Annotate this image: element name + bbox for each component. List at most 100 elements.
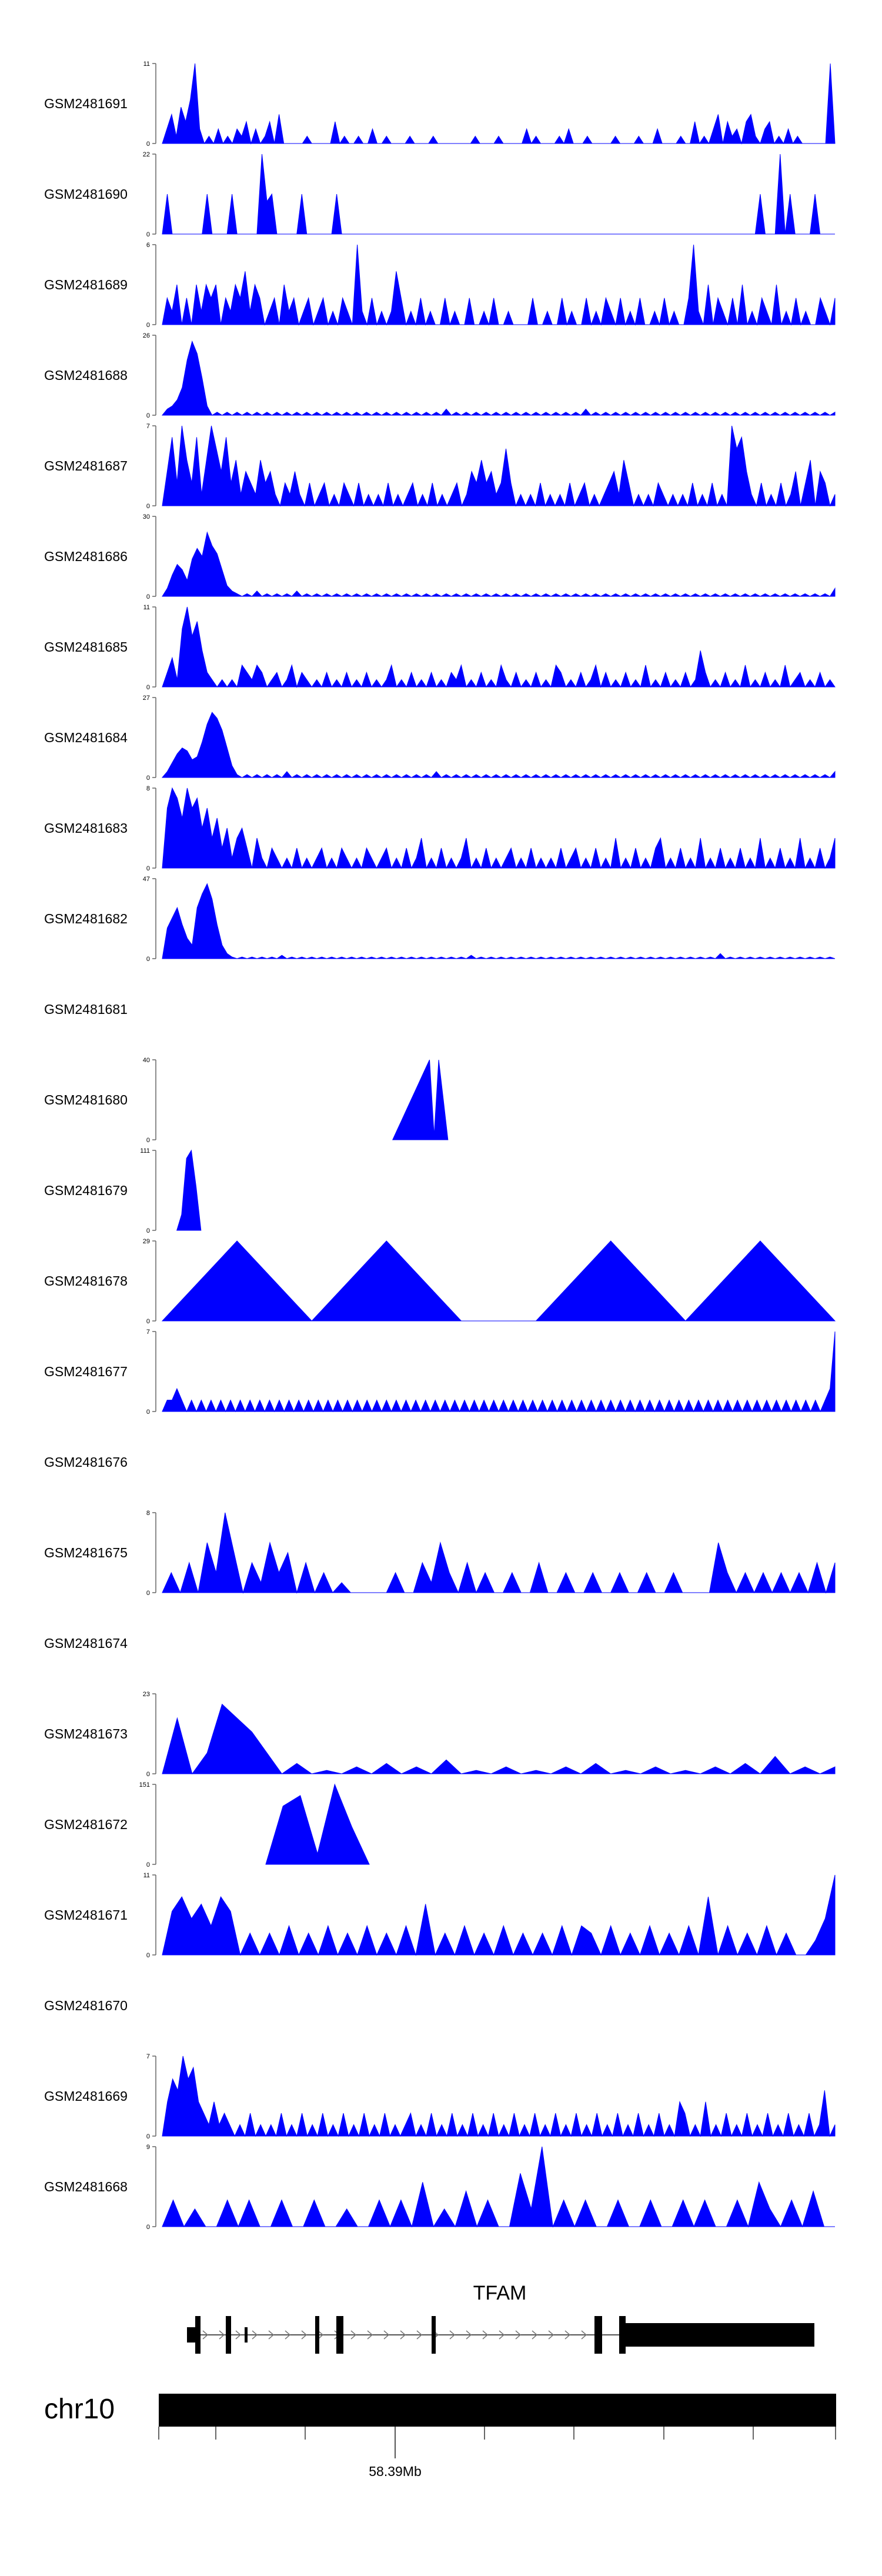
gene-model-tfam: TFAM [187, 2282, 814, 2354]
track-GSM2481685: GSM2481685 11 0 [44, 604, 836, 691]
x-tick-label: 58.39Mb [369, 2464, 422, 2479]
strand-arrow-icon [219, 2330, 225, 2340]
track-GSM2481671: GSM2481671 11 0 [44, 1872, 836, 1959]
y-tick-label-zero: 0 [146, 2133, 150, 2140]
strand-arrow-icon [202, 2330, 209, 2340]
strand-arrow-icon [482, 2330, 489, 2340]
coverage-area [162, 1331, 836, 1413]
coverage-area [162, 2056, 836, 2137]
strand-arrow-icon [301, 2330, 308, 2340]
coverage-area [162, 63, 836, 145]
track-name-label: GSM2481688 [44, 368, 128, 383]
y-tick-label-max: 23 [143, 1691, 150, 1698]
exon-utr-3 [626, 2323, 814, 2347]
y-tick-label-zero: 0 [146, 1409, 150, 1416]
y-tick-label-zero: 0 [146, 141, 150, 148]
track-GSM2481679: GSM2481679 111 0 [44, 1147, 202, 1234]
track-GSM2481688: GSM2481688 26 0 [44, 332, 836, 419]
y-tick-label-max: 27 [143, 695, 150, 702]
coverage-area [162, 244, 836, 326]
track-name-label: GSM2481683 [44, 820, 128, 836]
y-tick-label-zero: 0 [146, 503, 150, 510]
exon-1 [195, 2316, 201, 2354]
y-tick-label-max: 8 [146, 785, 150, 792]
y-tick-label-max: 26 [143, 332, 150, 339]
y-tick-label-max: 111 [140, 1147, 150, 1154]
y-tick-label-max: 151 [139, 1781, 150, 1788]
exon-4 [336, 2316, 343, 2354]
y-tick-label-max: 8 [146, 1510, 150, 1517]
y-tick-label-max: 7 [146, 2053, 150, 2060]
y-tick-label-zero: 0 [146, 1952, 150, 1959]
strand-arrow-icon [581, 2330, 587, 2340]
y-tick-label-max: 22 [143, 151, 150, 158]
exon-6 [594, 2316, 602, 2354]
y-tick-label-zero: 0 [146, 956, 150, 963]
axis-ticks [158, 2427, 836, 2440]
coverage-area [162, 883, 836, 959]
track-name-label: GSM2481690 [44, 186, 128, 202]
y-tick-label-zero: 0 [146, 1227, 150, 1234]
track-GSM2481690: GSM2481690 22 0 [44, 151, 835, 238]
track-GSM2481669: GSM2481669 7 0 [44, 2053, 836, 2140]
coverage-area [161, 712, 836, 778]
strand-arrow-icon [400, 2330, 406, 2340]
track-name-label: GSM2481674 [44, 1636, 128, 1651]
track-name-label: GSM2481673 [44, 1726, 128, 1741]
exon-7 [619, 2316, 626, 2354]
track-GSM2481684: GSM2481684 27 0 [44, 695, 836, 782]
track-name-label: GSM2481687 [44, 458, 128, 473]
y-tick-label-max: 40 [143, 1057, 150, 1064]
y-tick-label-zero: 0 [146, 1137, 150, 1144]
y-tick-label-zero: 0 [146, 412, 150, 419]
y-tick-label-max: 47 [143, 876, 150, 883]
track-GSM2481683: GSM2481683 8 0 [44, 785, 836, 872]
y-tick-label-max: 11 [143, 604, 150, 611]
gene-name-label: TFAM [473, 2282, 527, 2304]
y-tick-label-max: 30 [143, 513, 150, 520]
strand-arrow-icon [367, 2330, 373, 2340]
track-name-label: GSM2481679 [44, 1183, 128, 1198]
track-GSM2481670: GSM2481670 [44, 1998, 128, 2013]
chromosome-axis: chr10 58.39Mb [44, 2394, 836, 2479]
coverage-area [162, 787, 836, 869]
track-name-label: GSM2481678 [44, 1273, 128, 1289]
y-tick-label-max: 11 [143, 61, 150, 68]
strand-arrow-icon [350, 2330, 357, 2340]
strand-arrow-icon [449, 2330, 456, 2340]
track-name-label: GSM2481682 [44, 911, 128, 926]
y-tick-label-zero: 0 [146, 1318, 150, 1325]
y-tick-label-max: 29 [143, 1238, 150, 1245]
y-tick-label-max: 7 [146, 1329, 150, 1336]
strand-arrow-icon [416, 2330, 423, 2340]
y-tick-label-zero: 0 [146, 322, 150, 329]
coverage-area [162, 606, 836, 688]
coverage-area [162, 1703, 836, 1775]
chromosome-label: chr10 [44, 2394, 115, 2425]
track-GSM2481687: GSM2481687 7 0 [44, 423, 836, 510]
strand-arrow-icon [383, 2330, 390, 2340]
y-tick-label-zero: 0 [146, 865, 150, 872]
track-name-label: GSM2481681 [44, 1002, 128, 1017]
coverage-area [392, 1059, 449, 1140]
y-tick-label-zero: 0 [146, 1590, 150, 1597]
y-tick-label-zero: 0 [146, 1861, 150, 1868]
track-GSM2481680: GSM2481680 40 0 [44, 1057, 449, 1144]
y-tick-label-zero: 0 [146, 775, 150, 782]
coverage-area [265, 1783, 370, 1865]
strand-arrow-icon [268, 2330, 275, 2340]
strand-arrow-icon [285, 2330, 291, 2340]
track-name-label: GSM2481675 [44, 1545, 128, 1560]
coverage-area [162, 2146, 835, 2228]
track-GSM2481682: GSM2481682 47 0 [44, 876, 836, 963]
strand-arrow-icon [548, 2330, 554, 2340]
track-GSM2481678: GSM2481678 29 0 [44, 1238, 836, 1325]
y-tick-label-zero: 0 [146, 684, 150, 691]
chromosome-ideogram-bar [159, 2394, 836, 2427]
track-GSM2481673: GSM2481673 23 0 [44, 1691, 836, 1778]
track-GSM2481676: GSM2481676 [44, 1454, 128, 1470]
coverage-area [162, 531, 836, 597]
track-name-label: GSM2481689 [44, 277, 128, 292]
y-tick-label-zero: 0 [146, 1771, 150, 1778]
track-name-label: GSM2481685 [44, 639, 128, 655]
